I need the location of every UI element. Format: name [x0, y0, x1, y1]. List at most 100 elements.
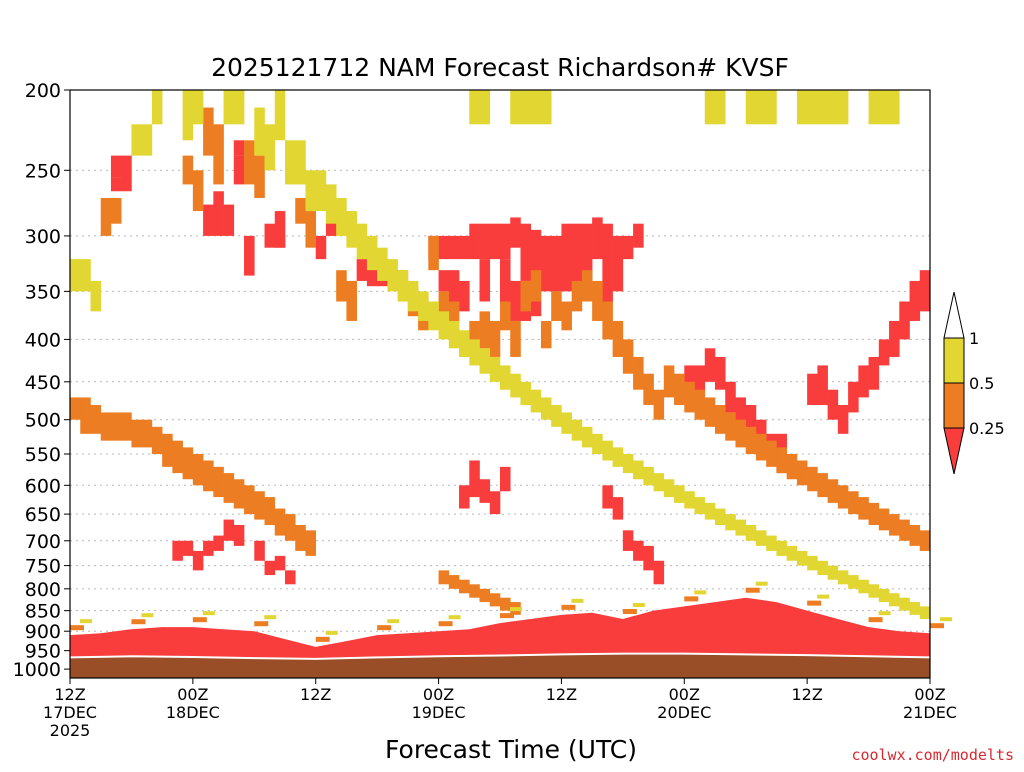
bl-top-cell — [694, 590, 707, 595]
ri-cell — [428, 235, 439, 271]
ri-cell — [285, 514, 296, 541]
ri-cell — [776, 540, 787, 556]
bl-top-cell — [684, 596, 699, 602]
ri-cell — [448, 575, 460, 589]
ri-cell — [745, 426, 757, 454]
ri-cell — [592, 217, 603, 260]
ri-cell — [274, 211, 286, 248]
ri-cell — [858, 497, 869, 520]
ri-cell — [602, 301, 613, 340]
ri-cell — [715, 90, 726, 125]
ri-cell — [151, 426, 163, 454]
ri-cell — [213, 466, 224, 498]
ri-cell — [602, 440, 613, 461]
ri-cell — [581, 426, 593, 448]
ri-cell — [530, 90, 542, 125]
ri-cell — [520, 280, 532, 312]
bl-top-cell — [510, 607, 522, 612]
ri-cell — [223, 204, 235, 236]
ri-cell — [254, 107, 265, 156]
ri-cell — [489, 593, 501, 607]
ri-cell — [336, 197, 347, 236]
ri-cell — [889, 320, 900, 357]
ri-cell — [735, 419, 747, 448]
ri-cell — [755, 419, 767, 448]
ri-cell — [264, 223, 276, 248]
ri-cell — [796, 550, 808, 566]
ri-cell — [110, 177, 122, 192]
ri-cell — [745, 405, 757, 434]
x-tick-label: 20DEC — [657, 703, 711, 722]
credit-text: coolwx.com/modelts — [851, 746, 1014, 764]
bl-top-cell — [387, 619, 400, 624]
ri-cell — [203, 204, 214, 236]
ri-cell — [510, 320, 521, 357]
ri-cell — [479, 311, 491, 349]
x-tick-label: 17DEC — [43, 703, 97, 722]
x-tick-label: 12Z — [791, 685, 822, 704]
ri-cell — [530, 270, 542, 302]
y-tick-label: 200 — [25, 80, 61, 102]
ri-cell — [356, 223, 368, 260]
bl-top-cell — [632, 603, 645, 608]
ri-cell — [520, 90, 532, 125]
ri-cell — [233, 479, 245, 509]
ri-cell — [622, 453, 634, 474]
ri-cell — [633, 356, 644, 390]
ri-cell — [233, 155, 245, 185]
x-tick-label: 12Z — [300, 685, 331, 704]
ri-cell — [172, 440, 183, 474]
ri-cell — [182, 155, 194, 185]
ri-cell — [325, 184, 337, 224]
ri-cell — [489, 491, 501, 515]
ri-cell — [766, 90, 777, 125]
ri-cell — [100, 412, 112, 441]
ri-cell — [315, 235, 327, 260]
ri-cell — [264, 124, 276, 171]
ri-cell — [530, 389, 542, 413]
ri-cell — [254, 540, 265, 561]
x-tick-label: 12Z — [546, 685, 577, 704]
bl-top-cell — [438, 621, 453, 627]
bl-top-cell — [500, 613, 514, 619]
ri-cell — [407, 280, 419, 312]
ri-cell — [141, 419, 153, 448]
ri-cell — [479, 479, 491, 503]
ri-cell — [633, 223, 644, 248]
ri-cell — [387, 259, 398, 292]
ri-cell — [80, 259, 91, 292]
y-tick-label: 350 — [25, 281, 61, 303]
ri-cell — [837, 90, 849, 125]
ri-cell — [141, 124, 153, 156]
ri-cell — [192, 550, 204, 571]
ri-cell — [90, 280, 102, 312]
ri-cell — [448, 301, 460, 340]
ri-cell — [346, 211, 357, 248]
ri-cell — [500, 365, 511, 390]
ri-cell — [745, 90, 757, 125]
ri-cell — [919, 606, 930, 620]
ri-cell — [899, 301, 910, 340]
x-tick-label: 2025 — [50, 721, 91, 740]
ri-cell — [704, 348, 716, 382]
ri-cell — [540, 397, 552, 420]
ri-cell — [336, 270, 347, 302]
ri-cell — [571, 280, 583, 312]
plot-frame — [69, 89, 931, 679]
ri-cell — [909, 280, 921, 321]
ri-cell — [295, 197, 306, 224]
ri-cell — [715, 405, 726, 434]
ri-cell — [715, 508, 726, 526]
ri-cell — [223, 473, 235, 503]
y-tick-label: 750 — [25, 556, 61, 578]
ri-cell — [837, 485, 849, 509]
ri-cell — [674, 373, 685, 406]
ri-cell — [561, 223, 572, 292]
ri-cell — [305, 211, 317, 248]
ri-cell — [223, 519, 235, 541]
ri-cell — [469, 223, 480, 260]
ri-cell — [899, 597, 910, 611]
ri-cell — [878, 339, 890, 366]
ri-cell — [868, 356, 880, 390]
